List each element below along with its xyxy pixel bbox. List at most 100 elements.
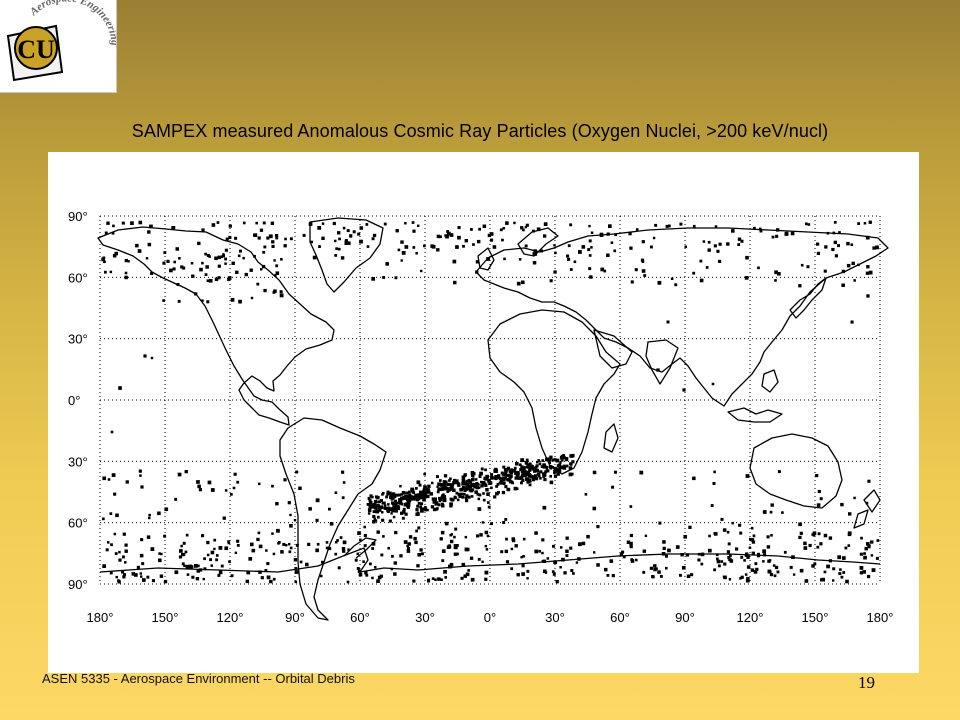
particle-dot — [481, 521, 485, 524]
particle-dot — [439, 537, 443, 541]
particle-dot — [449, 502, 453, 507]
logo-monogram: CU — [17, 35, 55, 64]
particle-dot — [393, 509, 396, 513]
particle-dot — [832, 231, 836, 235]
particle-dot — [715, 553, 719, 557]
particle-dot — [253, 254, 256, 258]
particle-dot — [400, 240, 404, 244]
particle-dot — [271, 244, 275, 248]
particle-dot — [308, 222, 313, 226]
particle-dot — [460, 576, 464, 580]
particle-dot — [371, 237, 375, 241]
particle-dot — [150, 356, 154, 360]
particle-dot — [514, 471, 518, 475]
particle-dot — [692, 476, 696, 481]
particle-dot — [392, 492, 396, 496]
particle-dot — [395, 229, 399, 233]
particle-dot — [402, 507, 406, 511]
particle-dot — [114, 552, 118, 555]
particle-dot — [234, 551, 238, 554]
particle-dot — [502, 482, 505, 485]
particle-dot — [287, 501, 291, 505]
particle-dot — [208, 279, 213, 283]
particle-dot — [480, 467, 484, 471]
particle-dot — [139, 553, 144, 558]
particle-dot — [791, 555, 795, 559]
particle-dot — [416, 504, 420, 508]
particle-dot — [522, 468, 526, 472]
particle-dot — [771, 235, 775, 239]
particle-dot — [439, 235, 442, 239]
particle-dot — [334, 552, 338, 556]
particle-dot — [833, 240, 837, 245]
particle-dot — [220, 255, 224, 259]
particle-dot — [546, 469, 550, 473]
particle-dot — [389, 508, 392, 512]
particle-dot — [823, 269, 827, 273]
particle-dot — [115, 575, 118, 579]
particle-dot — [242, 221, 246, 225]
particle-dot — [762, 560, 765, 563]
particle-dot — [485, 548, 489, 551]
particle-dot — [359, 239, 363, 244]
particle-dot — [257, 236, 261, 240]
particle-dot — [716, 249, 720, 253]
particle-dot — [826, 564, 830, 569]
particle-dot — [588, 267, 592, 271]
particle-dot — [859, 571, 863, 575]
particle-dot — [593, 551, 596, 554]
particle-dot — [716, 557, 719, 561]
particle-dot — [368, 509, 371, 512]
particle-dot — [522, 555, 525, 558]
particle-dot — [641, 260, 645, 263]
particle-dot — [532, 252, 537, 256]
particle-dot — [142, 578, 146, 582]
particle-dot — [124, 543, 128, 547]
particle-dot — [558, 465, 563, 470]
particle-dot — [407, 498, 412, 502]
particle-dot — [872, 246, 876, 250]
latitude-label: 0° — [68, 393, 80, 408]
particle-dot — [127, 260, 130, 263]
particle-dot — [441, 549, 446, 553]
particle-dot — [210, 564, 213, 567]
particle-dot — [159, 574, 164, 578]
particle-dot — [774, 279, 777, 282]
particle-dot — [209, 558, 212, 562]
particle-dot — [383, 222, 387, 226]
particle-dot — [449, 483, 453, 487]
particle-dot — [486, 492, 490, 496]
particle-dot — [543, 477, 547, 482]
particle-dot — [464, 496, 468, 500]
particle-dot — [865, 271, 870, 275]
particle-dot — [121, 570, 125, 574]
particle-dot — [317, 226, 322, 230]
particle-dot — [435, 501, 438, 504]
particle-dot — [499, 477, 504, 482]
particle-dot — [420, 496, 424, 500]
particle-dot — [236, 539, 240, 543]
particle-dot — [402, 510, 406, 514]
particle-dot — [400, 502, 404, 506]
particle-dot — [720, 517, 724, 521]
particle-dot — [190, 262, 194, 265]
particle-dot — [122, 555, 125, 559]
particle-dot — [231, 261, 235, 265]
particle-dot — [503, 476, 508, 480]
particle-dot — [386, 508, 390, 512]
particle-dot — [199, 568, 203, 572]
particle-dot — [310, 240, 313, 244]
particle-dot — [275, 264, 279, 268]
particle-dot — [774, 565, 779, 570]
particle-dot — [371, 547, 374, 550]
particle-dot — [191, 274, 195, 278]
particle-dot — [682, 388, 686, 392]
particle-dot — [197, 241, 201, 246]
particle-dot — [548, 465, 553, 469]
particle-dot — [181, 552, 185, 557]
particle-dot — [124, 561, 127, 564]
particle-dot — [494, 476, 498, 481]
particle-dot — [515, 461, 519, 466]
particle-dot — [113, 492, 117, 496]
particle-dot — [542, 463, 546, 467]
